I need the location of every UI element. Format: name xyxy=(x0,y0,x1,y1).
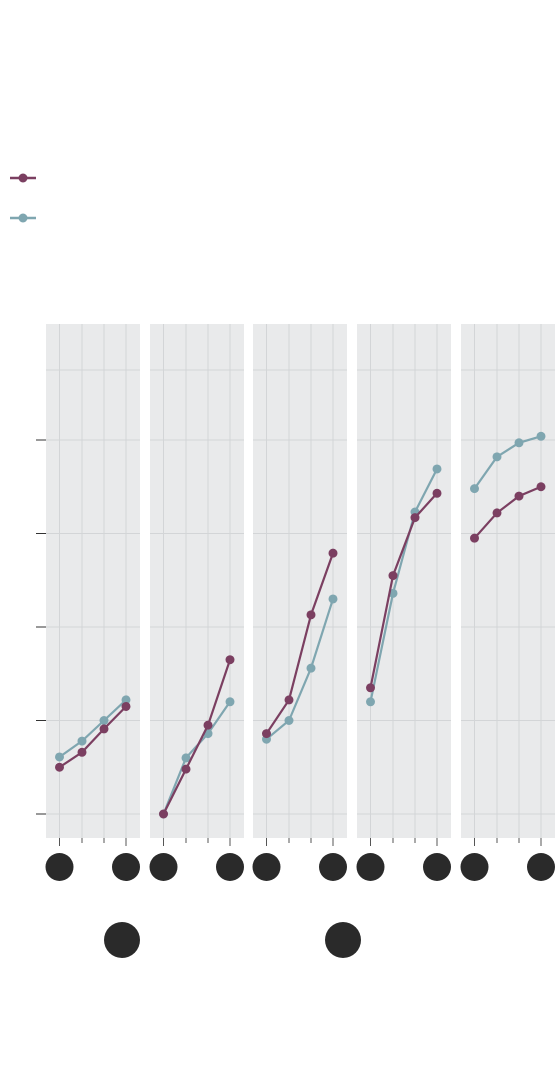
data-point xyxy=(159,809,168,819)
series-line-2 xyxy=(369,468,438,703)
data-point xyxy=(262,729,271,739)
x-tick-label-marker xyxy=(527,853,555,881)
series-line-2 xyxy=(58,699,127,758)
legend xyxy=(10,173,36,223)
legend-swatch-marker xyxy=(18,213,28,223)
panel-background xyxy=(461,324,555,838)
data-point xyxy=(284,695,294,705)
series-line-1 xyxy=(473,485,542,539)
series-line-1 xyxy=(162,659,232,815)
data-point xyxy=(514,438,524,448)
panel-background xyxy=(150,324,244,838)
data-point xyxy=(99,716,109,725)
x-tick-label-marker xyxy=(149,853,178,881)
data-point xyxy=(55,762,64,772)
facet-panel-1 xyxy=(46,324,140,838)
x-tick-label-marker xyxy=(460,853,489,881)
y-axis xyxy=(36,439,46,815)
series-line-1 xyxy=(58,705,127,769)
legend-entry-1 xyxy=(10,173,36,183)
x-tick-label-marker xyxy=(356,853,385,881)
data-point xyxy=(55,752,64,762)
x-tick-label-marker xyxy=(319,853,347,881)
data-point xyxy=(77,736,87,746)
group-label-marker-2 xyxy=(325,922,361,958)
data-point xyxy=(284,716,294,725)
data-point xyxy=(514,491,524,501)
data-point xyxy=(306,663,316,673)
facet-panels xyxy=(46,324,555,838)
panel-background xyxy=(357,324,451,838)
data-point xyxy=(536,482,546,492)
facet-panel-4 xyxy=(357,324,451,838)
data-point xyxy=(432,464,442,474)
data-point xyxy=(121,701,131,711)
panel-background xyxy=(46,324,140,838)
x-tick-label-marker xyxy=(112,853,140,881)
x-tick-label-marker xyxy=(216,853,244,881)
data-point xyxy=(328,594,338,604)
x-tick-label-marker xyxy=(252,853,281,881)
group-markers xyxy=(104,922,361,958)
x-tick-label-marker xyxy=(423,853,451,881)
series-line-1 xyxy=(369,492,438,688)
panel-background xyxy=(253,324,347,838)
facet-panel-2 xyxy=(150,324,244,838)
data-point xyxy=(225,655,235,665)
series-line-2 xyxy=(265,598,335,741)
data-point xyxy=(388,571,398,581)
data-point xyxy=(328,548,338,558)
x-axis-markers xyxy=(45,838,555,881)
data-point xyxy=(492,452,502,462)
data-point xyxy=(77,747,87,757)
facet-panel-5 xyxy=(461,324,555,838)
data-point xyxy=(366,683,375,693)
data-point xyxy=(366,697,375,707)
group-label-marker-1 xyxy=(104,922,140,958)
data-point xyxy=(99,724,109,734)
series-line-1 xyxy=(265,552,335,735)
data-point xyxy=(470,484,479,494)
series-line-2 xyxy=(473,435,542,490)
data-point xyxy=(225,697,235,707)
data-point xyxy=(536,431,546,441)
data-point xyxy=(203,720,213,730)
data-point xyxy=(306,610,316,620)
data-point xyxy=(492,508,502,518)
data-point xyxy=(121,695,131,705)
data-point xyxy=(181,753,191,763)
data-point xyxy=(432,488,442,498)
data-point xyxy=(181,764,191,774)
legend-entry-2 xyxy=(10,213,36,223)
legend-swatch-marker xyxy=(18,173,28,183)
x-tick-label-marker xyxy=(45,853,74,881)
facet-panel-3 xyxy=(253,324,347,838)
data-point xyxy=(470,533,479,543)
data-point xyxy=(410,513,420,523)
